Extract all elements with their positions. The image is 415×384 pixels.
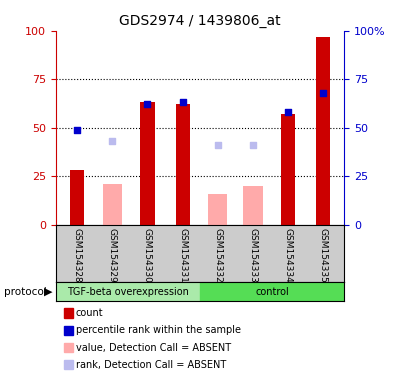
Text: GSM154329: GSM154329 — [108, 227, 117, 282]
Bar — [103, 184, 122, 225]
Bar — [243, 186, 263, 225]
Bar — [208, 194, 227, 225]
Text: GSM154334: GSM154334 — [284, 227, 293, 282]
Text: TGF-beta overexpression: TGF-beta overexpression — [67, 287, 189, 297]
Text: protocol: protocol — [4, 287, 47, 297]
Text: ▶: ▶ — [44, 287, 52, 297]
Text: rank, Detection Call = ABSENT: rank, Detection Call = ABSENT — [76, 360, 226, 370]
Text: GSM154335: GSM154335 — [319, 227, 328, 282]
Text: GSM154333: GSM154333 — [249, 227, 257, 282]
Text: GSM154330: GSM154330 — [143, 227, 152, 282]
Text: value, Detection Call = ABSENT: value, Detection Call = ABSENT — [76, 343, 231, 353]
Point — [215, 142, 221, 148]
Text: control: control — [256, 287, 289, 297]
Point — [285, 109, 291, 115]
Point — [320, 90, 327, 96]
Text: GSM154332: GSM154332 — [213, 227, 222, 282]
Bar — [281, 114, 295, 225]
Point — [109, 138, 116, 144]
Bar — [176, 104, 190, 225]
Bar — [200, 282, 344, 301]
Point — [74, 127, 81, 133]
Bar — [70, 170, 84, 225]
Bar — [140, 103, 154, 225]
Bar — [316, 36, 330, 225]
Bar — [56, 282, 200, 301]
Point — [179, 99, 186, 106]
Point — [144, 101, 151, 108]
Text: GSM154331: GSM154331 — [178, 227, 187, 282]
Text: percentile rank within the sample: percentile rank within the sample — [76, 325, 241, 335]
Text: GSM154328: GSM154328 — [73, 227, 82, 282]
Text: count: count — [76, 308, 104, 318]
Point — [250, 142, 256, 148]
Title: GDS2974 / 1439806_at: GDS2974 / 1439806_at — [120, 14, 281, 28]
